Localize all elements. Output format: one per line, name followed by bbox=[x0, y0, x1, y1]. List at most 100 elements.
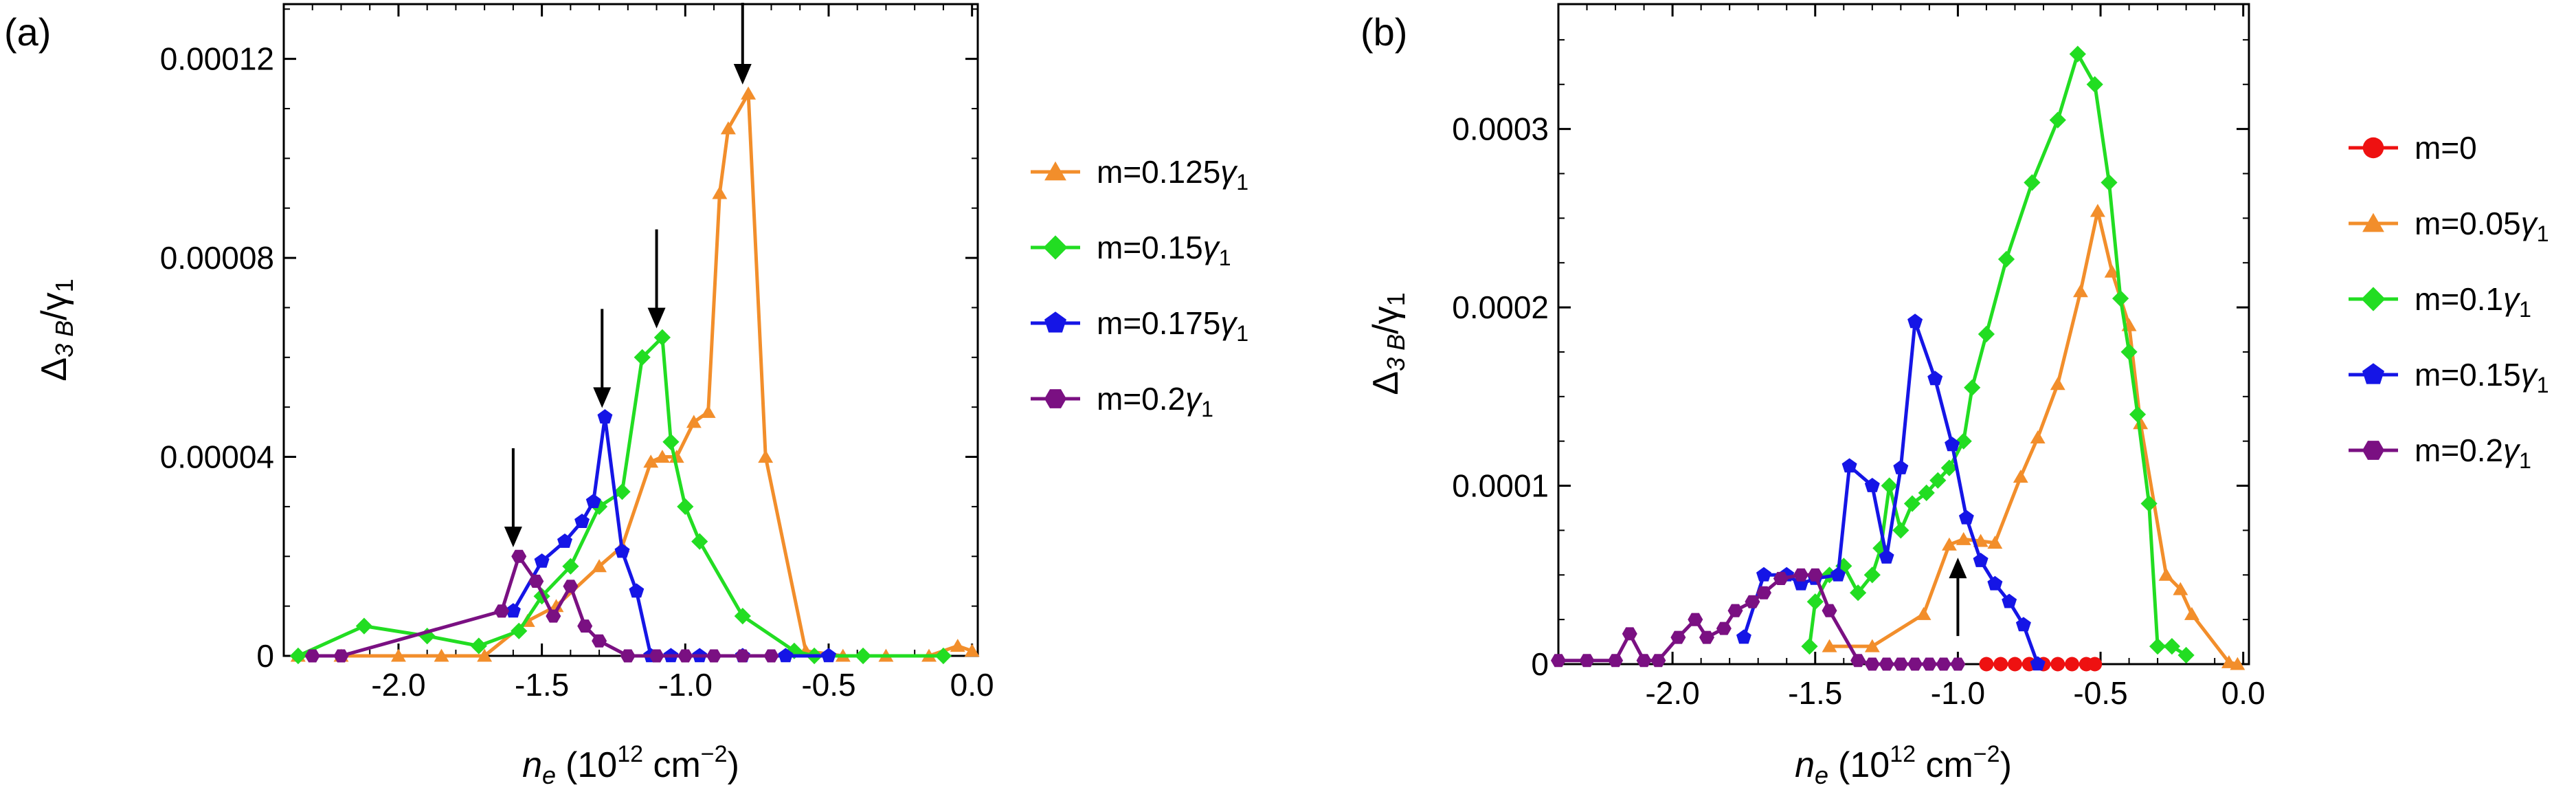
data-point bbox=[1942, 537, 1957, 551]
annotation-arrow bbox=[733, 3, 752, 85]
data-point bbox=[511, 622, 528, 639]
x-tick-label: -2.0 bbox=[1645, 675, 1699, 711]
data-point bbox=[2015, 617, 2031, 632]
data-point bbox=[2069, 45, 2086, 63]
panel-a-label: (a) bbox=[4, 10, 51, 54]
data-point bbox=[1822, 604, 1837, 617]
data-point bbox=[2230, 657, 2245, 670]
data-point bbox=[2065, 657, 2079, 672]
data-point bbox=[778, 648, 794, 663]
data-point bbox=[677, 649, 693, 663]
y-tick-label: 0.00008 bbox=[160, 240, 274, 276]
data-point bbox=[289, 647, 306, 665]
data-point bbox=[1699, 630, 1714, 644]
panel-a-plot-frame bbox=[282, 3, 979, 657]
x-tick-label: 0.0 bbox=[950, 667, 994, 703]
data-point bbox=[634, 349, 651, 366]
data-point bbox=[2133, 416, 2149, 430]
data-point bbox=[2120, 343, 2138, 360]
data-point bbox=[1918, 484, 1935, 501]
series-2 bbox=[505, 409, 836, 663]
legend-entry-0: m=0.125γ1 bbox=[1031, 154, 1248, 195]
panel-a-x-axis-title: ne (1012 cm−2) bbox=[522, 741, 739, 789]
data-point bbox=[585, 494, 601, 508]
data-point bbox=[1879, 549, 1894, 564]
legend-entry-3: m=0.15γ1 bbox=[2349, 357, 2549, 397]
data-point bbox=[855, 647, 872, 665]
data-point bbox=[1650, 654, 1666, 668]
data-point bbox=[1987, 575, 2003, 591]
x-tick-label: -1.0 bbox=[658, 667, 713, 703]
data-point bbox=[1636, 654, 1652, 668]
data-point bbox=[2049, 111, 2066, 129]
data-point bbox=[2013, 470, 2028, 483]
arrow-head bbox=[647, 307, 666, 329]
annotation-arrow bbox=[647, 229, 666, 329]
legend-marker bbox=[1044, 311, 1066, 333]
data-point bbox=[546, 609, 561, 623]
arrow-head bbox=[593, 387, 612, 408]
data-point bbox=[821, 648, 836, 663]
data-point bbox=[964, 644, 980, 657]
data-point bbox=[1727, 604, 1743, 617]
data-point bbox=[763, 649, 779, 663]
data-point bbox=[1736, 629, 1751, 644]
data-point bbox=[1979, 657, 1994, 672]
data-point bbox=[2086, 76, 2103, 93]
data-point bbox=[563, 580, 579, 593]
data-point bbox=[2050, 377, 2065, 390]
data-point bbox=[735, 649, 750, 663]
data-point bbox=[1745, 595, 1760, 608]
data-point bbox=[686, 415, 702, 428]
data-point bbox=[2129, 406, 2147, 423]
data-point bbox=[649, 649, 664, 663]
panel-a-axes: -2.0 -1.5 -1.0 -0.5 0.0 0 0.00004 0.00008 0.0001… bbox=[160, 4, 994, 703]
x-tick-label: 0.0 bbox=[2221, 675, 2265, 711]
panel-b-y-axis-title: Δ3 B/γ1 bbox=[1366, 292, 1410, 395]
data-point bbox=[548, 599, 564, 613]
data-point bbox=[2149, 638, 2166, 655]
panel-b: (b) -2.0 -1.5 -1.0 -0.5 0.0 0 0.0001 0.0002 0.00… bbox=[1360, 3, 2549, 789]
panel-a-series bbox=[289, 86, 980, 665]
data-point bbox=[2104, 264, 2120, 278]
data-point bbox=[1822, 639, 1837, 652]
data-point bbox=[1893, 460, 1909, 474]
y-tick-label: 0.0001 bbox=[1452, 468, 1549, 504]
x-tick-label: -1.5 bbox=[515, 667, 569, 703]
data-point bbox=[1940, 459, 1958, 476]
data-point bbox=[1993, 657, 2008, 672]
legend-marker bbox=[2361, 287, 2386, 311]
data-point bbox=[2177, 646, 2195, 664]
data-point bbox=[643, 454, 659, 468]
data-point bbox=[1907, 314, 1923, 329]
data-point bbox=[592, 634, 607, 648]
panel-b-legend: m=0 m=0.05γ1 m=0.1γ1 m=0.15γ1 m=0.2γ1 bbox=[2349, 130, 2549, 473]
data-point bbox=[2090, 204, 2105, 217]
legend-label: m=0.1γ1 bbox=[2415, 281, 2531, 322]
data-point bbox=[1864, 657, 1880, 671]
panel-a: (a) -2.0 -1.5 -1.0 -0.5 0.0 0 0.00004 0.00008 0.… bbox=[4, 3, 1248, 789]
panel-a-arrows bbox=[504, 3, 752, 548]
data-point bbox=[629, 583, 645, 598]
y-tick-label: 0.00004 bbox=[160, 439, 274, 475]
data-point bbox=[653, 329, 671, 346]
data-point bbox=[2073, 284, 2088, 298]
panel-b-plot-frame bbox=[1557, 3, 2250, 666]
data-point bbox=[1807, 568, 1823, 582]
data-point bbox=[2140, 495, 2158, 512]
data-point bbox=[2163, 638, 2180, 655]
data-point bbox=[1830, 566, 1846, 582]
data-point bbox=[557, 534, 572, 548]
legend-marker bbox=[1044, 389, 1066, 408]
legend-label: m=0.15γ1 bbox=[2415, 357, 2549, 397]
y-tick-label: 0 bbox=[256, 638, 274, 674]
series-2 bbox=[1801, 45, 2195, 664]
x-tick-label: -1.0 bbox=[1931, 675, 1985, 711]
data-point bbox=[562, 558, 579, 575]
series-1 bbox=[289, 329, 952, 665]
data-point bbox=[712, 186, 728, 199]
data-point bbox=[934, 647, 952, 665]
data-point bbox=[333, 649, 349, 663]
data-point bbox=[1916, 606, 1931, 620]
